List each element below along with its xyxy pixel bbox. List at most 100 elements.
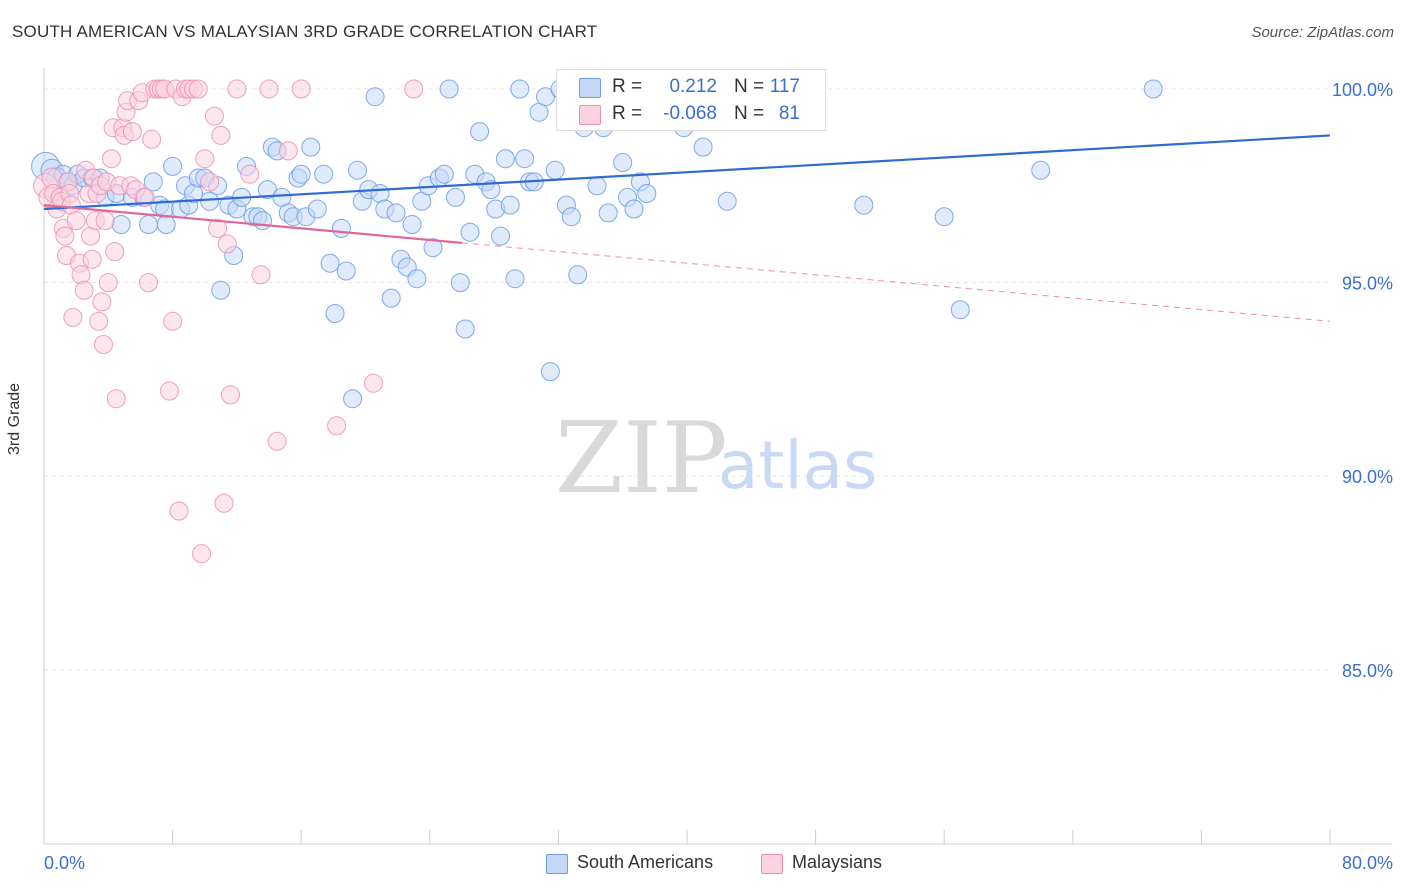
data-point (343, 389, 363, 409)
data-point (364, 373, 383, 393)
stats-row-south-americans: R = 0.212 N = 117 (557, 74, 825, 102)
data-point (227, 79, 247, 99)
data-point (200, 172, 220, 192)
data-point (505, 269, 525, 289)
data-point (240, 164, 260, 184)
legend-swatch-south-americans (546, 854, 568, 874)
data-point (251, 265, 271, 285)
data-point (1031, 160, 1051, 180)
data-point (163, 311, 183, 331)
chart-title: SOUTH AMERICAN VS MALAYSIAN 3RD GRADE CO… (12, 22, 598, 41)
y-tick-label: 100.0% (1332, 80, 1393, 100)
data-point (122, 122, 142, 142)
data-point (450, 273, 470, 293)
data-point (92, 292, 112, 312)
data-point (55, 226, 75, 246)
data-point (217, 234, 237, 254)
data-point (407, 269, 427, 289)
data-point (95, 211, 115, 231)
data-point (331, 218, 351, 238)
data-point (613, 153, 633, 172)
data-point (598, 203, 618, 223)
data-point (446, 187, 465, 207)
data-point (291, 164, 311, 184)
grid-layer (44, 88, 1330, 671)
data-point (455, 319, 475, 339)
data-point (568, 265, 588, 285)
data-point (545, 160, 565, 180)
data-point (460, 222, 480, 242)
data-point (159, 381, 179, 401)
data-point (934, 207, 954, 227)
data-point (402, 215, 422, 234)
data-point (139, 273, 158, 293)
data-point (71, 265, 91, 285)
data-point (381, 288, 401, 308)
data-point (89, 311, 109, 331)
stats-r-value: -0.068 (663, 103, 717, 124)
data-point (188, 79, 208, 99)
data-point (327, 416, 347, 436)
data-point (439, 79, 459, 99)
watermark-zip: ZIP (555, 402, 728, 516)
stats-n-label: N = (734, 76, 765, 97)
stats-swatch-south-americans (579, 78, 601, 98)
data-point (515, 149, 535, 169)
data-point (348, 160, 367, 180)
data-point (717, 191, 737, 211)
data-point (106, 389, 126, 409)
data-point (491, 226, 510, 246)
data-point (195, 149, 215, 169)
data-point (163, 156, 183, 176)
y-axis-label: 3rd Grade (6, 382, 23, 455)
data-point (211, 280, 231, 300)
data-point (307, 199, 327, 219)
data-point (500, 195, 520, 215)
data-point (74, 280, 94, 300)
data-point (105, 242, 125, 262)
data-point (336, 261, 356, 281)
trend-line (43, 134, 1331, 211)
x-tick-label: 80.0% (1342, 853, 1393, 873)
data-point (278, 141, 298, 161)
data-point (624, 199, 644, 219)
points-layer (31, 79, 1163, 564)
stats-r-value: 0.212 (669, 76, 717, 97)
stats-swatch-malaysians (579, 105, 601, 125)
data-point (693, 137, 713, 157)
axis-layer: 100.0% 95.0% 90.0% 85.0% 0.0% 80.0% (43, 68, 1393, 873)
watermark-atlas: atlas (718, 427, 878, 504)
stats-n-value: 117 (769, 76, 800, 97)
data-point (82, 249, 102, 269)
data-point (66, 211, 86, 231)
data-point (200, 191, 220, 211)
data-point (102, 149, 121, 169)
stats-n-value: 81 (778, 103, 800, 124)
data-point (211, 125, 231, 145)
data-point (253, 211, 273, 231)
data-point (94, 335, 113, 354)
y-tick-label: 95.0% (1342, 274, 1393, 294)
data-point (587, 176, 607, 196)
data-point (204, 106, 224, 126)
data-point (481, 180, 501, 200)
y-tick-label: 85.0% (1342, 661, 1393, 681)
data-point (257, 180, 277, 200)
legend-label-malaysians: Malaysians (792, 852, 883, 872)
stats-r-label: R = (612, 76, 643, 97)
data-point (320, 253, 340, 273)
trend-line (43, 204, 463, 244)
series-south-americans (31, 79, 1163, 409)
y-tick-label: 90.0% (1342, 467, 1393, 487)
stats-r-label: R = (612, 103, 643, 124)
data-point (169, 501, 189, 521)
data-point (98, 273, 118, 293)
data-point (561, 207, 581, 227)
data-point (267, 431, 287, 451)
data-point (1143, 79, 1163, 99)
data-point (404, 79, 424, 99)
data-point (495, 149, 515, 169)
data-point (540, 362, 560, 382)
data-point (221, 385, 240, 405)
